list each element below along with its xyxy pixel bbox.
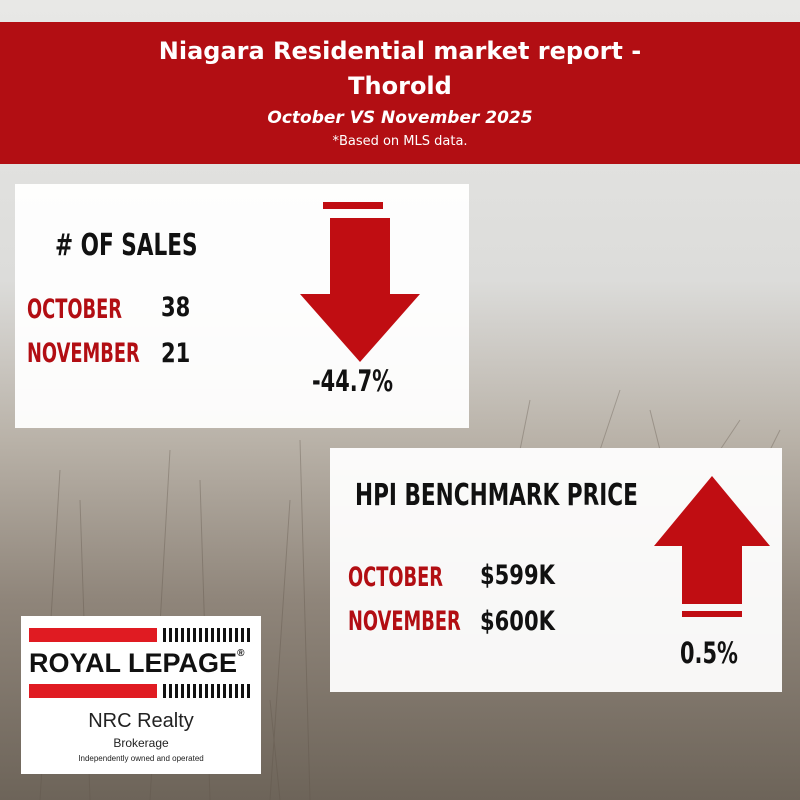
royal-lepage-logo: ROYAL LEPAGE® NRC Realty Brokerage Indep… [21, 616, 261, 774]
sales-heading: # OF SALES [55, 228, 198, 263]
sales-panel: # OF SALES OCTOBER 38 NOVEMBER 21 -44.7% [15, 184, 469, 428]
sales-october-label: OCTOBER [27, 294, 123, 325]
logo-brand-text: ROYAL LEPAGE [29, 648, 238, 678]
up-arrow-icon [654, 476, 770, 617]
logo-red-bar-top [29, 628, 157, 642]
sales-october-value: 38 [161, 292, 191, 323]
report-header: Niagara Residential market report - Thor… [0, 22, 800, 164]
report-title-line1: Niagara Residential market report - [158, 37, 642, 65]
hpi-november-label: NOVEMBER [348, 606, 461, 637]
hpi-change-percent: 0.5% [680, 636, 738, 670]
sales-change-percent: -44.7% [312, 364, 394, 398]
logo-barcode-top [163, 628, 253, 642]
hpi-panel: HPI BENCHMARK PRICE OCTOBER $599K NOVEMB… [330, 448, 782, 692]
hpi-heading: HPI BENCHMARK PRICE [355, 478, 638, 513]
down-arrow-icon [300, 202, 420, 362]
sales-november-value: 21 [161, 338, 191, 369]
office-tagline: Independently owned and operated [78, 754, 204, 763]
report-title-line2: Thorold [348, 72, 452, 100]
logo-barcode-bottom [163, 684, 253, 698]
sales-november-label: NOVEMBER [27, 338, 140, 369]
data-source-note: *Based on MLS data. [332, 134, 468, 149]
office-name: NRC Realty [88, 710, 194, 732]
hpi-october-value: $599K [480, 560, 555, 591]
logo-red-bar-bottom [29, 684, 157, 698]
report-title: Niagara Residential market report - Thor… [0, 34, 800, 104]
hpi-october-label: OCTOBER [348, 562, 444, 593]
report-subtitle: October VS November 2025 [267, 108, 533, 128]
logo-brand-name: ROYAL LEPAGE® [29, 648, 244, 679]
office-type: Brokerage [113, 736, 169, 750]
hpi-november-value: $600K [480, 606, 555, 637]
registered-mark-icon: ® [237, 648, 245, 659]
